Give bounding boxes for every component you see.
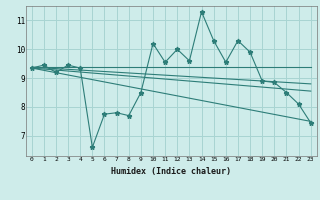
X-axis label: Humidex (Indice chaleur): Humidex (Indice chaleur) [111,167,231,176]
